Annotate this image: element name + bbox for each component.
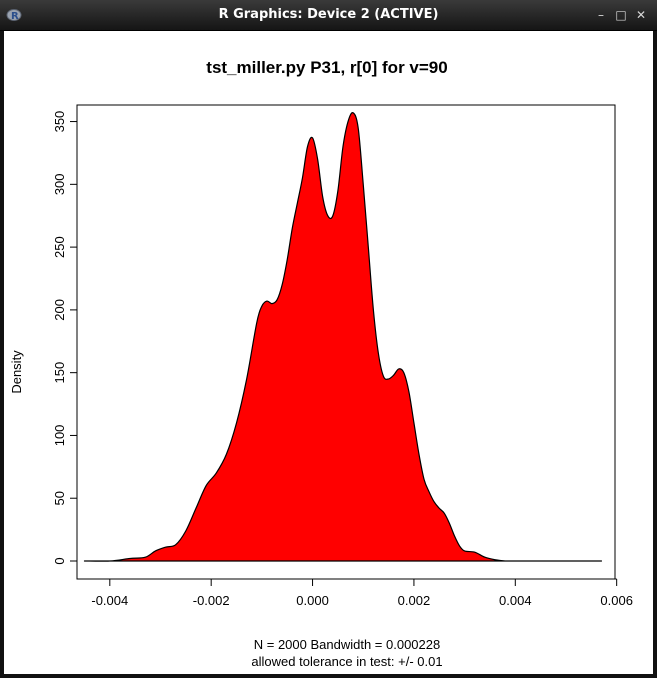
y-tick-label: 150 [52,362,67,384]
x-tick-label: 0.002 [398,593,431,608]
y-axis-label: Density [9,350,24,394]
density-area [83,112,603,562]
y-tick-label: 250 [52,236,67,258]
plot-marks: -0.004 -0.002 0.000 0.002 0.004 0.006 0 50 100 15… [52,104,633,608]
close-icon[interactable]: ✕ [635,8,647,22]
minimize-icon[interactable]: – [598,8,604,22]
x-tick-label: -0.004 [91,593,128,608]
x-axis-label: N = 2000 Bandwidth = 0.000228 [254,637,440,652]
y-tick-label: 350 [52,111,67,133]
y-tick-label: 0 [52,557,67,564]
x-tick-label: -0.002 [193,593,230,608]
y-tick-label: 50 [52,491,67,505]
x-tick-label: 0.004 [499,593,532,608]
y-tick-label: 200 [52,299,67,321]
chart-title: tst_miller.py P31, r[0] for v=90 [206,58,447,77]
density-plot: tst_miller.py P31, r[0] for v=90 N = 200… [9,58,633,669]
maximize-icon[interactable]: □ [615,8,627,22]
x-tick-label: 0.000 [296,593,329,608]
title-bar[interactable]: R R Graphics: Device 2 (ACTIVE) – □ ✕ [0,0,657,31]
x-tick-label: 0.006 [600,593,633,608]
plot-canvas: tst_miller.py P31, r[0] for v=90 N = 200… [4,31,653,674]
r-logo-icon: R [6,9,22,22]
x-axis-sublabel: allowed tolerance in test: +/- 0.01 [251,654,442,669]
y-tick-label: 300 [52,173,67,195]
svg-text:R: R [11,11,19,22]
window-title: R Graphics: Device 2 (ACTIVE) [218,7,439,22]
y-tick-label: 100 [52,425,67,447]
